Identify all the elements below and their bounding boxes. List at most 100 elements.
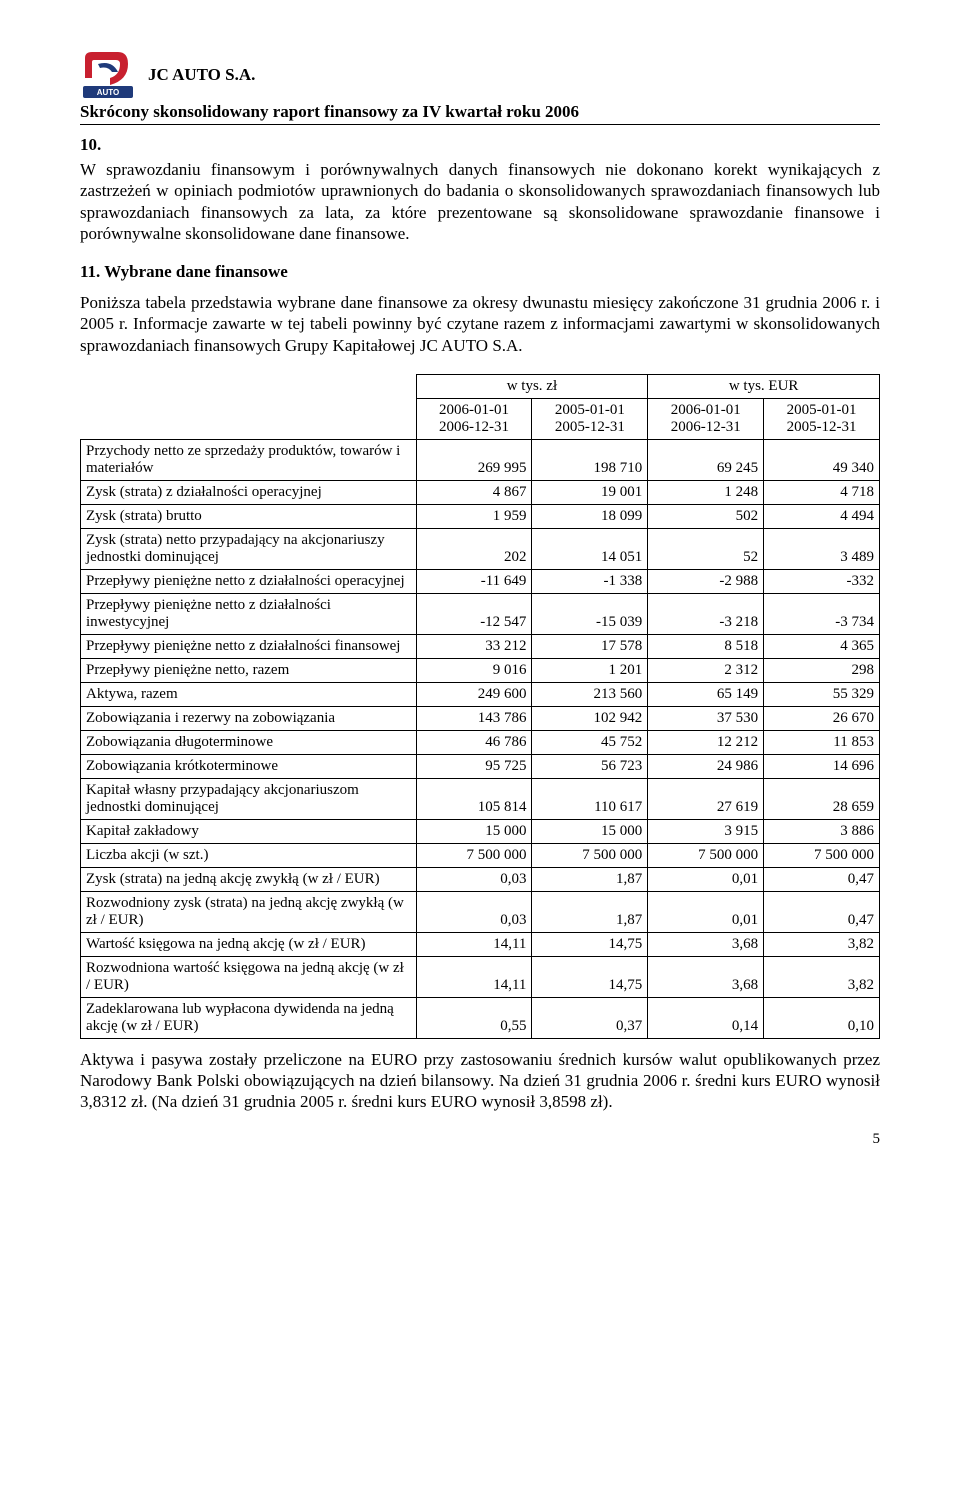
unit-header-row: w tys. zł w tys. EUR bbox=[81, 374, 880, 398]
row-value: 198 710 bbox=[532, 439, 648, 480]
row-value: 95 725 bbox=[416, 754, 532, 778]
row-value: 14,11 bbox=[416, 932, 532, 956]
table-row: Zobowiązania krótkoterminowe95 72556 723… bbox=[81, 754, 880, 778]
row-value: 0,01 bbox=[648, 867, 764, 891]
table-row: Kapitał zakładowy15 00015 0003 9153 886 bbox=[81, 819, 880, 843]
row-value: -12 547 bbox=[416, 593, 532, 634]
row-label: Zobowiązania i rezerwy na zobowiązania bbox=[81, 706, 417, 730]
row-label: Zysk (strata) na jedną akcję zwykłą (w z… bbox=[81, 867, 417, 891]
row-value: 0,47 bbox=[764, 867, 880, 891]
row-value: 102 942 bbox=[532, 706, 648, 730]
row-value: 49 340 bbox=[764, 439, 880, 480]
row-value: -1 338 bbox=[532, 569, 648, 593]
row-label: Zobowiązania długoterminowe bbox=[81, 730, 417, 754]
row-value: 1 959 bbox=[416, 504, 532, 528]
row-value: 17 578 bbox=[532, 634, 648, 658]
row-label: Zysk (strata) z działalności operacyjnej bbox=[81, 480, 417, 504]
row-value: 12 212 bbox=[648, 730, 764, 754]
row-value: 19 001 bbox=[532, 480, 648, 504]
row-label: Przepływy pieniężne netto z działalności… bbox=[81, 593, 417, 634]
row-value: 11 853 bbox=[764, 730, 880, 754]
table-row: Zobowiązania długoterminowe46 78645 7521… bbox=[81, 730, 880, 754]
table-row: Zobowiązania i rezerwy na zobowiązania14… bbox=[81, 706, 880, 730]
row-value: 3,82 bbox=[764, 932, 880, 956]
row-value: 143 786 bbox=[416, 706, 532, 730]
row-label: Rozwodniony zysk (strata) na jedną akcję… bbox=[81, 891, 417, 932]
section-11-title: 11. Wybrane dane finansowe bbox=[80, 262, 880, 282]
row-value: 69 245 bbox=[648, 439, 764, 480]
footer-note: Aktywa i pasywa zostały przeliczone na E… bbox=[80, 1049, 880, 1113]
row-value: 4 365 bbox=[764, 634, 880, 658]
row-value: 269 995 bbox=[416, 439, 532, 480]
section-10-number: 10. bbox=[80, 135, 880, 155]
row-value: 7 500 000 bbox=[764, 843, 880, 867]
table-row: Aktywa, razem249 600213 56065 14955 329 bbox=[81, 682, 880, 706]
row-value: 0,37 bbox=[532, 997, 648, 1038]
row-label: Kapitał zakładowy bbox=[81, 819, 417, 843]
row-label: Wartość księgowa na jedną akcję (w zł / … bbox=[81, 932, 417, 956]
table-row: Przychody netto ze sprzedaży produktów, … bbox=[81, 439, 880, 480]
row-value: 105 814 bbox=[416, 778, 532, 819]
row-value: 3 886 bbox=[764, 819, 880, 843]
row-value: 28 659 bbox=[764, 778, 880, 819]
row-value: -11 649 bbox=[416, 569, 532, 593]
table-row: Zysk (strata) netto przypadający na akcj… bbox=[81, 528, 880, 569]
period-header-row: 2006-01-012006-12-31 2005-01-012005-12-3… bbox=[81, 398, 880, 439]
row-value: -15 039 bbox=[532, 593, 648, 634]
row-value: 9 016 bbox=[416, 658, 532, 682]
row-label: Rozwodniona wartość księgowa na jedną ak… bbox=[81, 956, 417, 997]
table-row: Liczba akcji (w szt.)7 500 0007 500 0007… bbox=[81, 843, 880, 867]
table-row: Zysk (strata) brutto1 95918 0995024 494 bbox=[81, 504, 880, 528]
table-row: Rozwodniony zysk (strata) na jedną akcję… bbox=[81, 891, 880, 932]
row-value: 33 212 bbox=[416, 634, 532, 658]
row-value: 45 752 bbox=[532, 730, 648, 754]
row-value: 8 518 bbox=[648, 634, 764, 658]
report-subtitle: Skrócony skonsolidowany raport finansowy… bbox=[80, 102, 880, 122]
row-value: 55 329 bbox=[764, 682, 880, 706]
row-label: Zadeklarowana lub wypłacona dywidenda na… bbox=[81, 997, 417, 1038]
row-value: 3,68 bbox=[648, 956, 764, 997]
page-number: 5 bbox=[80, 1131, 880, 1148]
row-label: Zobowiązania krótkoterminowe bbox=[81, 754, 417, 778]
row-label: Przepływy pieniężne netto z działalności… bbox=[81, 569, 417, 593]
svg-text:AUTO: AUTO bbox=[97, 88, 120, 97]
table-row: Rozwodniona wartość księgowa na jedną ak… bbox=[81, 956, 880, 997]
company-logo: AUTO bbox=[80, 50, 140, 100]
row-value: 3,68 bbox=[648, 932, 764, 956]
row-value: 0,03 bbox=[416, 867, 532, 891]
row-value: 0,10 bbox=[764, 997, 880, 1038]
row-label: Kapitał własny przypadający akcjonariusz… bbox=[81, 778, 417, 819]
row-value: 14 051 bbox=[532, 528, 648, 569]
row-value: 14,11 bbox=[416, 956, 532, 997]
row-value: 14,75 bbox=[532, 932, 648, 956]
row-label: Zysk (strata) netto przypadający na akcj… bbox=[81, 528, 417, 569]
row-value: 1 248 bbox=[648, 480, 764, 504]
row-value: 0,01 bbox=[648, 891, 764, 932]
table-row: Wartość księgowa na jedną akcję (w zł / … bbox=[81, 932, 880, 956]
row-value: 15 000 bbox=[416, 819, 532, 843]
row-label: Aktywa, razem bbox=[81, 682, 417, 706]
row-value: 1,87 bbox=[532, 867, 648, 891]
row-value: 298 bbox=[764, 658, 880, 682]
row-value: 4 718 bbox=[764, 480, 880, 504]
table-row: Zysk (strata) z działalności operacyjnej… bbox=[81, 480, 880, 504]
row-value: 2 312 bbox=[648, 658, 764, 682]
period-1: 2006-01-012006-12-31 bbox=[416, 398, 532, 439]
section-10-text: W sprawozdaniu finansowym i porównywalny… bbox=[80, 159, 880, 244]
row-value: 14 696 bbox=[764, 754, 880, 778]
row-value: 65 149 bbox=[648, 682, 764, 706]
row-value: 4 867 bbox=[416, 480, 532, 504]
row-value: 0,47 bbox=[764, 891, 880, 932]
row-value: 4 494 bbox=[764, 504, 880, 528]
document-page: AUTO JC AUTO S.A. Skrócony skonsolidowan… bbox=[0, 0, 960, 1188]
row-value: 0,03 bbox=[416, 891, 532, 932]
row-value: -3 218 bbox=[648, 593, 764, 634]
row-label: Przepływy pieniężne netto z działalności… bbox=[81, 634, 417, 658]
row-value: 3 915 bbox=[648, 819, 764, 843]
table-row: Przepływy pieniężne netto, razem9 0161 2… bbox=[81, 658, 880, 682]
row-value: 26 670 bbox=[764, 706, 880, 730]
row-label: Przychody netto ze sprzedaży produktów, … bbox=[81, 439, 417, 480]
row-value: -3 734 bbox=[764, 593, 880, 634]
row-value: 24 986 bbox=[648, 754, 764, 778]
row-value: -332 bbox=[764, 569, 880, 593]
